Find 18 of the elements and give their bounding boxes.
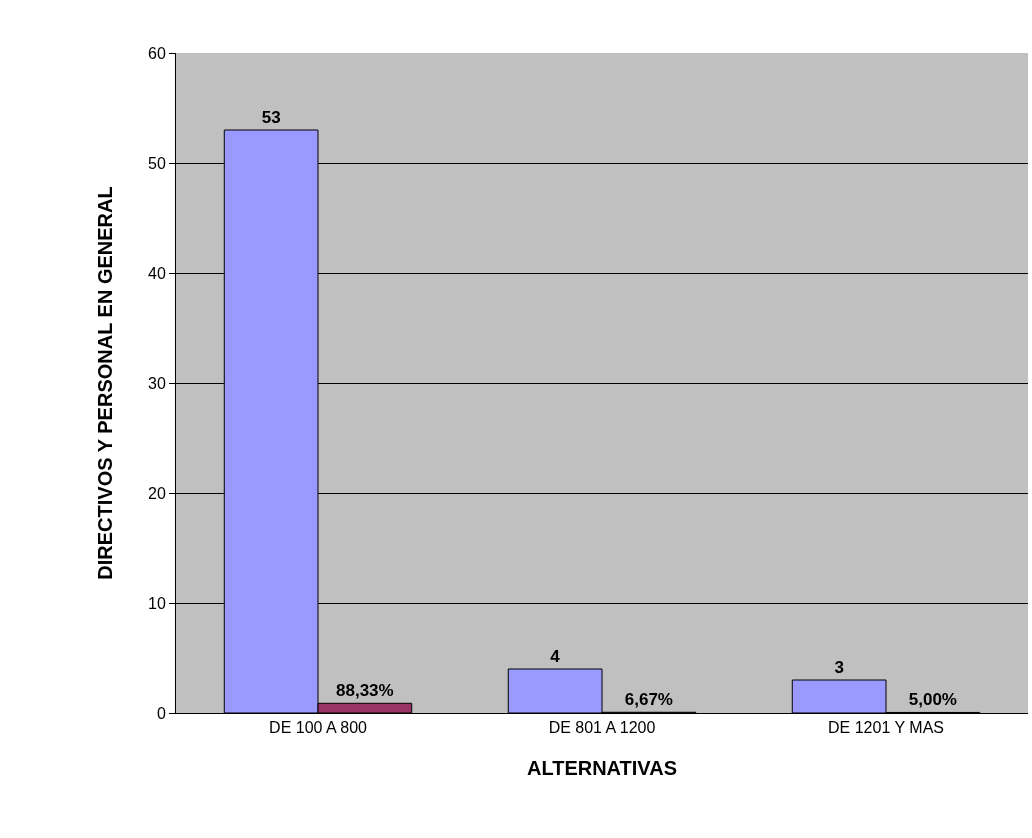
data-label: 4 <box>550 647 561 666</box>
y-tick-label: 60 <box>148 44 166 62</box>
y-tick-label: 40 <box>148 264 166 282</box>
y-tick-label: 30 <box>148 374 166 392</box>
y-tick-label: 10 <box>148 594 166 612</box>
x-tick-label: DE 1201 Y MAS <box>828 719 944 737</box>
y-tick-label: 0 <box>156 704 166 722</box>
x-axis-title: ALTERNATIVAS <box>527 756 677 779</box>
data-label: 6,67% <box>624 690 673 710</box>
y-axis-title: DIRECTIVOS Y PERSONAL EN GENERAL <box>93 186 116 580</box>
data-label: 53 <box>261 108 281 127</box>
y-tick-label: 50 <box>148 154 166 172</box>
data-label: 3 <box>834 658 844 677</box>
x-tick-label: DE 801 A 1200 <box>548 719 656 737</box>
x-tick-label: DE 100 A 800 <box>269 719 368 737</box>
data-label: 88,33% <box>336 681 394 701</box>
data-label: 5,00% <box>908 690 957 710</box>
y-tick-label: 20 <box>148 484 166 502</box>
